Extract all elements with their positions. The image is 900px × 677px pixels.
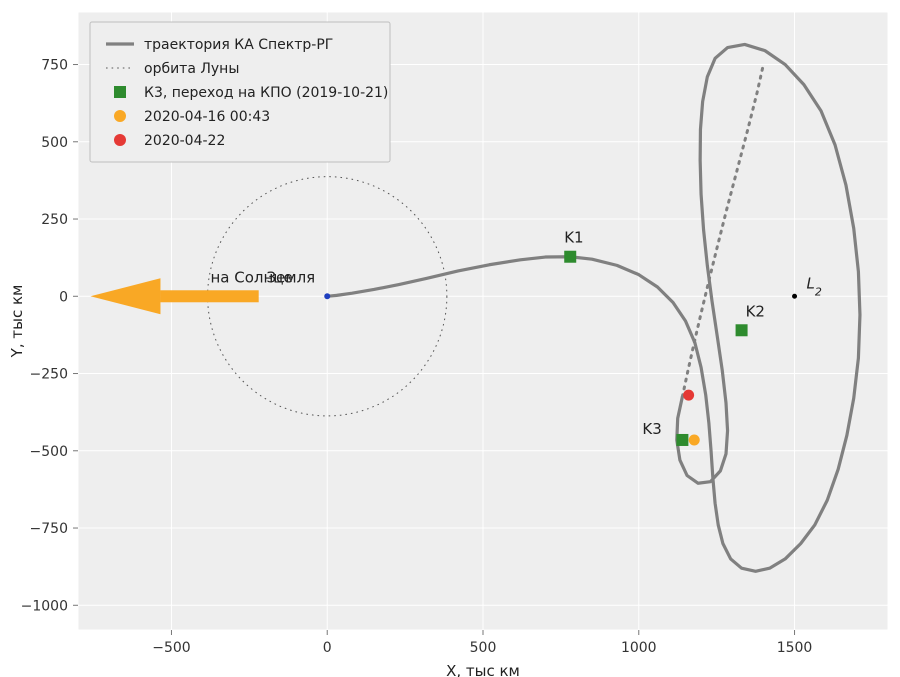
marker-label-K3: K3: [642, 420, 661, 438]
xtick-label: 1000: [621, 640, 657, 656]
l2-marker: [792, 294, 797, 299]
marker-orange: [689, 434, 700, 445]
xtick-label: 0: [323, 640, 332, 656]
ytick-label: 250: [41, 212, 68, 228]
legend: траектория КА Спектр-РГ орбита Луны К3, пе…: [90, 22, 390, 162]
x-axis-label: X, тыс км: [446, 662, 520, 677]
ytick-label: 500: [41, 135, 68, 151]
ytick-label: −250: [30, 367, 68, 383]
legend-swatch: [114, 86, 126, 98]
ytick-label: −500: [30, 444, 68, 460]
legend-label: 2020-04-16 00:43: [144, 109, 270, 125]
earth-marker: [324, 293, 330, 299]
marker-label-K2: K2: [746, 302, 765, 320]
legend-label: К3, переход на КПО (2019-10-21): [144, 85, 388, 101]
y-axis-label: Y, тыс км: [8, 285, 26, 359]
legend-label: траектория КА Спектр-РГ: [144, 37, 333, 53]
xtick-label: 1500: [777, 640, 813, 656]
chart-svg: −500 0 500 1000 1500 −1000 −750 −500 −250 0 250 500…: [0, 0, 900, 677]
ytick-label: 750: [41, 58, 68, 74]
legend-label: 2020-04-22: [144, 133, 225, 149]
legend-label: орбита Луны: [144, 61, 239, 77]
legend-swatch: [114, 110, 126, 122]
legend-swatch: [114, 134, 126, 146]
marker-K1: [564, 251, 576, 263]
sun-arrow-shaft: [160, 290, 258, 302]
ytick-label: −1000: [21, 598, 68, 614]
marker-label-K1: K1: [564, 229, 583, 247]
marker-red: [683, 390, 694, 401]
xtick-label: −500: [152, 640, 190, 656]
trajectory-chart: −500 0 500 1000 1500 −1000 −750 −500 −250 0 250 500…: [0, 0, 900, 677]
marker-K3: [676, 434, 688, 446]
ytick-label: −750: [30, 521, 68, 537]
earth-label: Земля: [266, 268, 315, 286]
marker-K2: [736, 324, 748, 336]
xtick-label: 500: [470, 640, 497, 656]
ytick-label: 0: [59, 289, 68, 305]
